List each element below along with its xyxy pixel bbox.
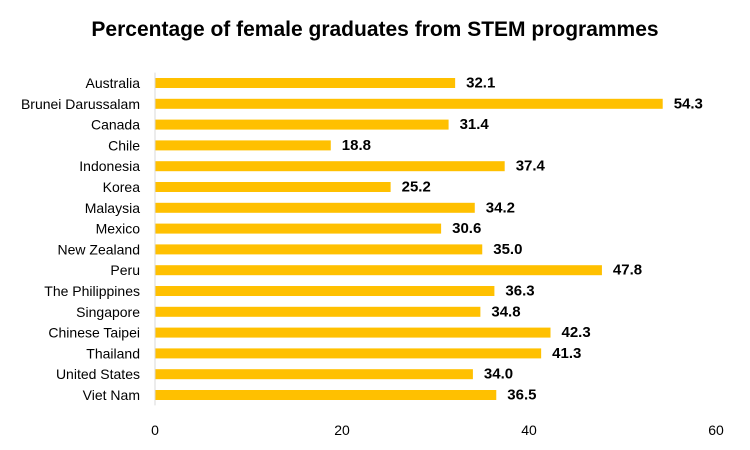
value-label: 30.6 xyxy=(452,220,481,237)
bar xyxy=(155,369,473,380)
value-label: 25.2 xyxy=(402,179,431,196)
value-label: 37.4 xyxy=(516,158,546,175)
value-label: 42.3 xyxy=(562,324,591,341)
bar xyxy=(155,390,497,400)
chart-title: Percentage of female graduates from STEM… xyxy=(91,18,659,41)
bar xyxy=(155,348,542,359)
bar xyxy=(155,306,481,317)
category-label: Indonesia xyxy=(79,158,140,174)
x-tick-label: 40 xyxy=(521,422,537,438)
value-label: 36.5 xyxy=(507,387,536,404)
value-label: 32.1 xyxy=(466,75,495,92)
value-label: 34.8 xyxy=(491,303,520,320)
x-tick-label: 20 xyxy=(334,422,350,438)
category-label: Thailand xyxy=(86,345,140,361)
x-tick-label: 0 xyxy=(151,422,159,438)
bar xyxy=(155,223,442,234)
value-label: 34.0 xyxy=(484,366,513,383)
category-label: Chinese Taipei xyxy=(48,325,140,341)
bar xyxy=(155,265,602,276)
category-label: Australia xyxy=(86,75,141,91)
category-label: United States xyxy=(56,366,140,382)
category-label: Peru xyxy=(110,262,140,278)
category-label: New Zealand xyxy=(58,241,141,257)
value-label: 35.0 xyxy=(493,241,522,258)
value-label: 47.8 xyxy=(613,262,642,279)
category-label: Mexico xyxy=(96,221,141,237)
category-label: Malaysia xyxy=(85,200,140,216)
bar xyxy=(155,327,551,338)
bar xyxy=(155,161,505,172)
value-label: 34.2 xyxy=(486,199,515,216)
value-label: 31.4 xyxy=(460,116,490,133)
category-label: The Philippines xyxy=(44,283,140,299)
bar xyxy=(155,78,456,88)
value-label: 18.8 xyxy=(342,137,371,154)
category-label: Singapore xyxy=(76,304,140,320)
category-label: Canada xyxy=(91,117,140,133)
value-label: 41.3 xyxy=(552,345,581,362)
category-label: Chile xyxy=(108,137,140,153)
x-tick-label: 60 xyxy=(708,422,724,438)
bar xyxy=(155,244,483,255)
bar xyxy=(155,140,331,151)
category-label: Viet Nam xyxy=(83,387,140,403)
bar xyxy=(155,182,391,192)
axis-layer: 0 20 40 60 xyxy=(151,72,724,438)
bars-layer xyxy=(155,78,663,400)
labels-layer: Australia 32.1 Brunei Darussalam 54.3 Canada… xyxy=(21,75,703,404)
category-label: Brunei Darussalam xyxy=(21,96,140,112)
category-label: Korea xyxy=(103,179,141,195)
bar xyxy=(155,202,475,213)
bar xyxy=(155,98,663,109)
bar xyxy=(155,119,449,130)
value-label: 54.3 xyxy=(674,95,703,112)
value-label: 36.3 xyxy=(505,283,534,300)
bar xyxy=(155,286,495,296)
